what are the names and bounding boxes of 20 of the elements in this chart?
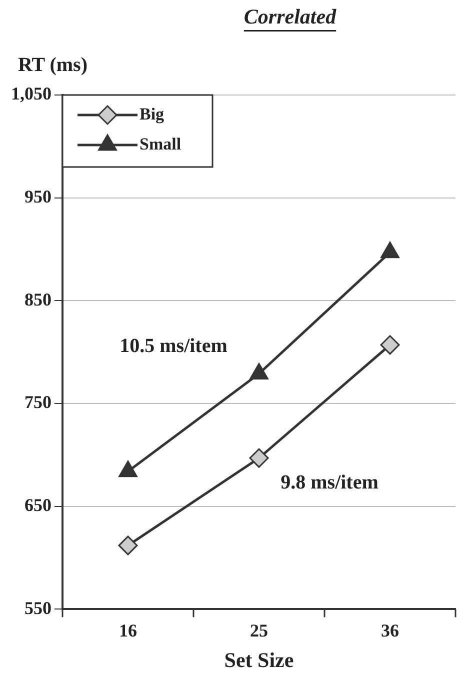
legend-label: Big bbox=[140, 104, 165, 124]
x-tick-label: 16 bbox=[119, 620, 137, 641]
y-tick-label: 650 bbox=[24, 495, 52, 516]
point bbox=[380, 242, 400, 258]
legend-label: Small bbox=[140, 134, 182, 154]
point bbox=[250, 362, 268, 380]
y-tick-label: 550 bbox=[24, 598, 52, 618]
x-tick-label: 25 bbox=[250, 620, 268, 641]
y-axis-title: RT (ms) bbox=[18, 54, 88, 76]
point bbox=[249, 448, 269, 468]
y-tick-label: 750 bbox=[24, 392, 52, 412]
y-tick-label: 950 bbox=[24, 186, 52, 206]
y-tick-label: 850 bbox=[24, 289, 52, 310]
y-tick-label: 1,050 bbox=[11, 84, 52, 104]
annotation: 10.5 ms/item bbox=[120, 335, 228, 358]
point bbox=[118, 536, 138, 556]
x-axis-title: Set Size bbox=[224, 648, 294, 672]
x-tick-label: 36 bbox=[381, 620, 399, 641]
annotation: 9.8 ms/item bbox=[280, 471, 379, 494]
chart-title: Correlated bbox=[244, 4, 337, 28]
